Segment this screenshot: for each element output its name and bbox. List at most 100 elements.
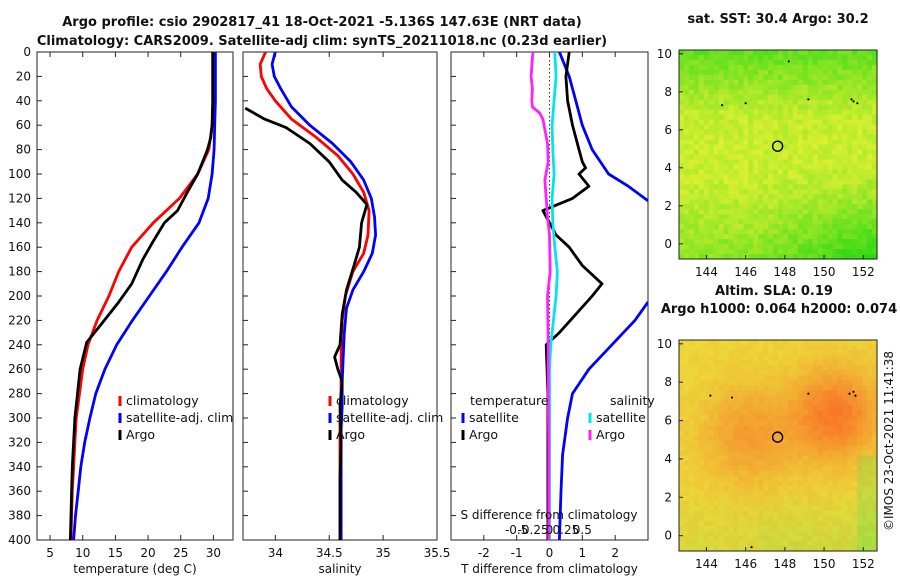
heatmap-cell — [857, 450, 863, 457]
heatmap-cell — [688, 375, 695, 381]
heatmap-cell — [723, 224, 730, 230]
heatmap-cell — [857, 239, 863, 245]
heatmap-cell — [703, 525, 710, 532]
heatmap-cell — [728, 84, 735, 91]
heatmap-cell — [773, 94, 779, 101]
heatmap-cell — [802, 520, 809, 527]
heatmap-cell — [807, 79, 814, 86]
heatmap-cell — [743, 425, 749, 432]
heatmap-cell — [733, 340, 739, 346]
heatmap-cell — [802, 149, 809, 156]
heatmap-cell — [703, 199, 710, 205]
heatmap-cell — [718, 59, 725, 66]
heatmap-cell — [847, 254, 853, 260]
heatmap-cell — [768, 184, 774, 190]
heatmap-cell — [693, 119, 700, 126]
heatmap-cell — [743, 350, 749, 356]
heatmap-cell — [703, 505, 710, 512]
heatmap-cell — [758, 174, 764, 180]
heatmap-cell — [797, 350, 804, 356]
heatmap-cell — [847, 129, 853, 136]
heatmap-cell — [713, 380, 720, 386]
heatmap-cell — [748, 490, 754, 497]
heatmap-cell — [718, 234, 725, 240]
heatmap-cell — [817, 244, 824, 250]
heatmap-cell — [857, 164, 863, 171]
heatmap-cell — [797, 435, 804, 442]
heatmap-cell — [802, 199, 809, 205]
heatmap-cell — [723, 540, 730, 547]
heatmap-cell — [718, 169, 725, 176]
heatmap-cell — [738, 54, 744, 61]
heatmap-cell — [753, 415, 759, 421]
heatmap-cell — [713, 545, 720, 552]
heatmap-cell — [743, 174, 749, 180]
heatmap-cell — [713, 84, 720, 91]
heatmap-cell — [807, 435, 814, 442]
y-tick-label: 320 — [8, 435, 31, 449]
heatmap-cell — [743, 400, 749, 406]
heatmap-cell — [847, 84, 853, 91]
heatmap-cell — [847, 239, 853, 245]
heatmap-cell — [778, 179, 784, 185]
heatmap-cell — [872, 79, 878, 86]
heatmap-cell — [679, 520, 685, 527]
heatmap-cell — [698, 440, 705, 447]
heatmap-cell — [733, 490, 739, 497]
heatmap-cell — [792, 209, 799, 215]
heatmap-cell — [847, 380, 853, 386]
heatmap-cell — [703, 124, 710, 131]
heatmap-cell — [837, 144, 843, 151]
heatmap-cell — [822, 129, 829, 136]
heatmap-cell — [743, 525, 749, 532]
heatmap-cell — [847, 345, 853, 351]
heatmap-cell — [812, 79, 819, 86]
heatmap-cell — [679, 99, 685, 106]
heatmap-cell — [827, 350, 834, 356]
heatmap-cell — [827, 239, 834, 245]
heatmap-cell — [748, 445, 754, 452]
heatmap-cell — [768, 435, 774, 442]
heatmap-cell — [758, 94, 764, 101]
heatmap-cell — [778, 490, 784, 497]
heatmap-cell — [817, 430, 824, 437]
heatmap-cell — [708, 385, 715, 391]
heatmap-cell — [787, 375, 794, 381]
heatmap-cell — [703, 184, 710, 190]
heatmap-cell — [698, 470, 705, 477]
heatmap-cell — [802, 485, 809, 492]
heatmap-cell — [862, 134, 868, 141]
heatmap-cell — [802, 500, 809, 507]
heatmap-cell — [703, 244, 710, 250]
heatmap-cell — [698, 400, 705, 406]
heatmap-cell — [679, 355, 685, 361]
heatmap-cell — [758, 430, 764, 437]
heatmap-cell — [792, 50, 799, 56]
heatmap-cell — [797, 375, 804, 381]
heatmap-cell — [693, 164, 700, 171]
heatmap-cell — [728, 89, 735, 96]
heatmap-cell — [817, 234, 824, 240]
heatmap-cell — [743, 104, 749, 111]
heatmap-cell — [748, 64, 754, 71]
heatmap-cell — [688, 104, 695, 111]
heatmap-cell — [753, 345, 759, 351]
heatmap-cell — [792, 540, 799, 547]
heatmap-cell — [852, 515, 858, 522]
heatmap-cell — [738, 179, 744, 185]
heatmap-cell — [832, 350, 838, 356]
heatmap-cell — [832, 219, 838, 225]
heatmap-cell — [728, 69, 735, 76]
heatmap-cell — [797, 199, 804, 205]
heatmap-cell — [817, 84, 824, 91]
heatmap-cell — [837, 355, 843, 361]
heatmap-cell — [679, 249, 685, 255]
heatmap-cell — [713, 239, 720, 245]
heatmap-cell — [852, 209, 858, 215]
heatmap-cell — [807, 229, 814, 235]
heatmap-cell — [822, 239, 829, 245]
heatmap-cell — [679, 530, 685, 537]
heatmap-cell — [708, 139, 715, 146]
heatmap-cell — [773, 84, 779, 91]
heatmap-cell — [812, 435, 819, 442]
